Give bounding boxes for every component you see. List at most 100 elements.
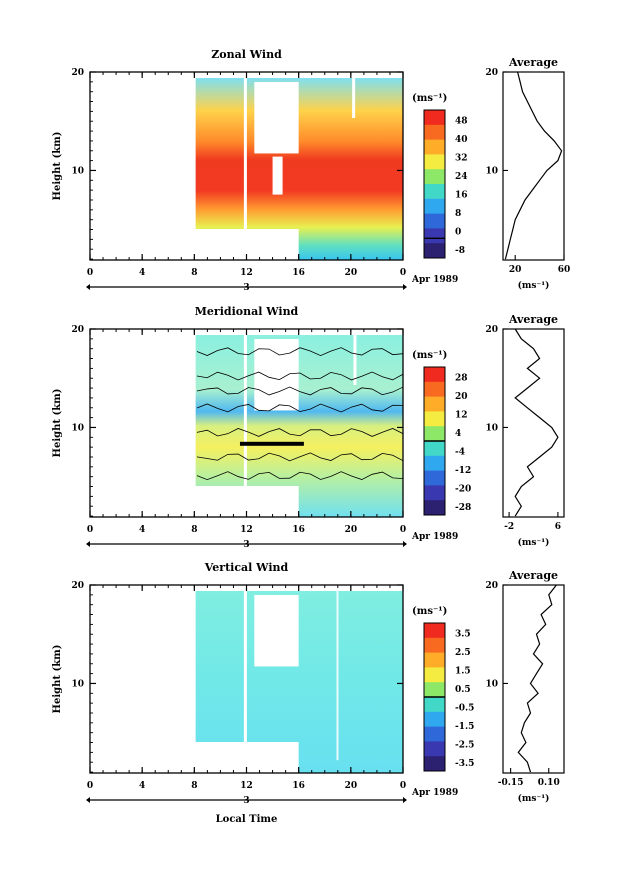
day-line-arrow-right (403, 284, 407, 290)
colorbar-segment (424, 411, 445, 427)
average-y-tick-label: 20 (485, 325, 498, 335)
average-y-tick-label: 10 (485, 423, 498, 433)
colorbar-segment (424, 184, 445, 200)
day-line-arrow-right (403, 797, 407, 803)
x-tick-label: 12 (240, 525, 253, 535)
date-label: Apr 1989 (411, 532, 458, 542)
x-tick-label: 20 (345, 268, 358, 278)
data-gap-column (243, 335, 247, 486)
colorbar-tick-label: 0.5 (455, 685, 471, 695)
y-tick-label: 20 (71, 581, 84, 591)
colorbar-segment (424, 228, 445, 244)
colorbar-segment (424, 485, 445, 501)
x-tick-label: 12 (240, 781, 253, 791)
panel-3: Vertical Wind 0 4 8 12 16 20 0 20 10 Height (km) 3 A… (52, 561, 565, 806)
colorbar-tick-label: -28 (455, 503, 471, 513)
x-tick-label: 4 (139, 781, 145, 791)
y-tick-label: 10 (71, 166, 84, 176)
x-tick-label: 4 (139, 525, 145, 535)
heatmap-field-3 (195, 591, 403, 773)
data-gap-column (243, 78, 247, 229)
average-x-tick-label: 60 (558, 265, 571, 275)
data-gap-block (254, 339, 299, 411)
contour-line (196, 452, 404, 462)
heatmap-field-1 (195, 78, 403, 260)
panel-title-3: Vertical Wind (204, 561, 289, 574)
colorbar-frame (423, 109, 446, 259)
colorbar-tick-label: -0.5 (455, 703, 474, 713)
average-y-tick-label: 10 (485, 166, 498, 176)
colorbar-tick-label: 2.5 (455, 648, 471, 658)
contour-line (196, 471, 404, 481)
colorbar-segment (424, 741, 445, 757)
date-label: Apr 1989 (411, 275, 458, 285)
colorbar-segment (424, 426, 445, 442)
colorbar-tick-label: 24 (455, 172, 468, 182)
average-x-unit: (ms⁻¹) (518, 280, 550, 291)
average-frame (502, 71, 565, 261)
colorbar-tick-label: -1.5 (455, 722, 474, 732)
colorbar-tick-label: 28 (455, 373, 468, 383)
x-tick-label: 8 (191, 525, 197, 535)
day-label: 3 (243, 283, 249, 293)
colorbar-tick-label: -2.5 (455, 740, 474, 750)
y-tick-label: 10 (71, 679, 84, 689)
average-y-tick-label: 10 (485, 679, 498, 689)
data-gap-block (272, 156, 283, 195)
colorbar-segment (424, 441, 445, 457)
colorbar-tick-label: 3.5 (455, 629, 471, 639)
average-x-tick-label: 0.10 (538, 778, 560, 788)
colorbar-tick-label: 4 (455, 429, 461, 439)
average-x-tick-label: 6 (555, 522, 561, 532)
y-tick-label: 20 (71, 325, 84, 335)
colorbar-tick-label: 40 (455, 135, 468, 145)
panel-title-1: Zonal Wind (211, 48, 282, 61)
heatmap-field-2 (195, 335, 403, 517)
day-label: 3 (243, 796, 249, 806)
colorbar-unit-label: (ms⁻¹) (412, 93, 447, 104)
colorbar-segment (424, 470, 445, 486)
colorbar-segment (424, 623, 445, 639)
contour-line (196, 428, 404, 437)
average-x-tick-label: 20 (509, 265, 522, 275)
x-axis-label: Local Time (216, 814, 278, 825)
x-tick-label: 0 (400, 268, 406, 278)
contour-segment (239, 441, 304, 446)
x-tick-label: 16 (292, 525, 305, 535)
data-gap-block (254, 595, 299, 667)
colorbar-unit-label: (ms⁻¹) (412, 606, 447, 617)
colorbar-segment (424, 213, 445, 229)
colorbar-segment (424, 169, 445, 185)
average-title: Average (508, 569, 558, 582)
x-tick-label: 12 (240, 268, 253, 278)
colorbar-segment (424, 139, 445, 155)
average-x-unit: (ms⁻¹) (518, 793, 550, 804)
average-profile-line (504, 71, 563, 260)
colorbar-segment (424, 682, 445, 698)
average-x-tick-label: -2 (504, 522, 514, 532)
contour-line (196, 347, 404, 356)
contour-line (196, 403, 404, 413)
x-tick-label: 0 (400, 525, 406, 535)
colorbar-segment (424, 154, 445, 170)
x-tick-label: 8 (191, 268, 197, 278)
colorbar-segment (424, 667, 445, 683)
colorbar-segment (424, 500, 445, 516)
day-line-arrow-left (86, 541, 90, 547)
colorbar-tick-label: 16 (455, 190, 468, 200)
colorbar-segment (424, 711, 445, 728)
average-profile-line (514, 328, 559, 517)
y-tick-label: 20 (71, 68, 84, 78)
x-tick-label: 16 (292, 781, 305, 791)
colorbar-tick-label: 0 (455, 227, 461, 237)
y-axis-label: Height (km) (52, 132, 63, 201)
contour-line (196, 386, 404, 396)
colorbar-segment (424, 198, 445, 215)
colorbar-tick-label: -12 (455, 466, 471, 476)
x-tick-label: 0 (87, 525, 93, 535)
data-gap-column (352, 78, 356, 118)
day-line-arrow-right (403, 541, 407, 547)
x-tick-label: 0 (87, 268, 93, 278)
colorbar-segment (424, 396, 445, 412)
colorbar-segment (424, 455, 445, 472)
